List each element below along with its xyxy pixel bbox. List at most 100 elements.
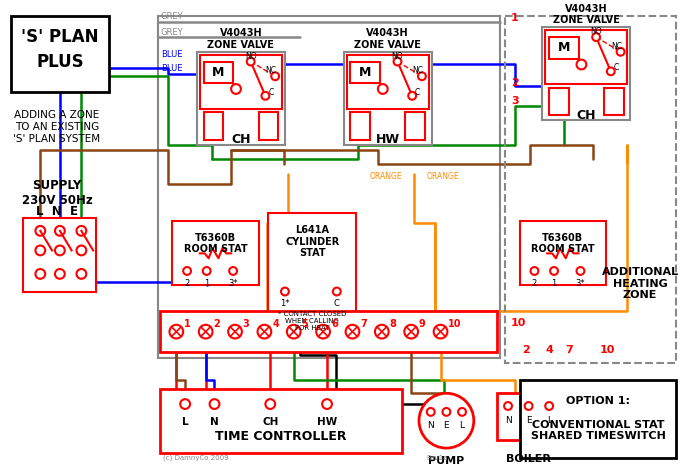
FancyBboxPatch shape [520,221,606,285]
Circle shape [170,325,183,338]
Circle shape [378,84,388,94]
Text: BLUE: BLUE [161,50,182,58]
Text: E: E [444,421,449,430]
Text: E: E [526,416,531,425]
FancyBboxPatch shape [200,55,282,109]
Text: 1: 1 [551,279,557,288]
Circle shape [55,269,65,279]
Circle shape [346,325,359,338]
Circle shape [393,58,402,66]
Text: L: L [181,417,188,427]
Text: 'S' PLAN: 'S' PLAN [21,28,99,46]
Text: NO: NO [392,51,403,61]
Circle shape [375,325,388,338]
Text: CH: CH [577,109,596,122]
Text: (c) DamnyCo 2009: (c) DamnyCo 2009 [163,455,228,461]
Circle shape [442,408,451,416]
FancyBboxPatch shape [23,218,96,292]
Circle shape [210,399,219,409]
Text: 6: 6 [331,319,337,329]
FancyBboxPatch shape [549,37,578,58]
Text: 2: 2 [532,279,537,288]
Text: V4043H
ZONE VALVE: V4043H ZONE VALVE [208,28,275,50]
Text: T6360B
ROOM STAT: T6360B ROOM STAT [531,233,595,255]
Text: GREY: GREY [161,13,184,22]
Circle shape [287,325,301,338]
Text: C: C [334,300,339,308]
Text: 4: 4 [545,345,553,355]
Circle shape [247,58,255,66]
FancyBboxPatch shape [545,30,627,84]
Text: PUMP: PUMP [428,456,464,466]
FancyBboxPatch shape [159,311,497,352]
Text: V4043H
ZONE VALVE: V4043H ZONE VALVE [553,4,620,25]
Text: M: M [359,66,371,79]
Text: 2: 2 [511,78,519,88]
FancyBboxPatch shape [268,213,356,326]
Text: 10: 10 [511,318,526,328]
Text: NO: NO [245,51,257,61]
Text: TIME CONTROLLER: TIME CONTROLLER [215,430,347,443]
Text: OPTION 1:

CONVENTIONAL STAT
SHARED TIMESWITCH: OPTION 1: CONVENTIONAL STAT SHARED TIMES… [531,396,666,441]
FancyBboxPatch shape [604,88,624,116]
FancyBboxPatch shape [204,62,233,83]
Text: 10: 10 [600,345,615,355]
Text: L  N  E: L N E [36,205,78,219]
Circle shape [419,393,474,448]
FancyBboxPatch shape [204,112,224,140]
Circle shape [77,246,86,256]
FancyBboxPatch shape [520,380,676,458]
Text: L: L [546,416,551,425]
Circle shape [257,325,271,338]
Text: 10: 10 [448,319,462,329]
Circle shape [183,267,191,275]
Text: T6360B
ROOM STAT: T6360B ROOM STAT [184,233,247,255]
Circle shape [418,73,426,80]
Circle shape [266,399,275,409]
Text: Rev1a: Rev1a [427,455,449,461]
Text: * CONTACT CLOSED
WHEN CALLING
FOR HEAT: * CONTACT CLOSED WHEN CALLING FOR HEAT [278,311,346,331]
FancyBboxPatch shape [549,88,569,116]
FancyBboxPatch shape [11,15,109,92]
Text: L: L [460,421,464,430]
Circle shape [203,267,210,275]
Circle shape [55,226,65,236]
Circle shape [531,267,538,275]
Text: 1: 1 [511,14,519,23]
Text: 3*: 3* [575,279,585,288]
Circle shape [545,402,553,410]
Text: M: M [213,66,224,79]
Text: 3: 3 [511,95,519,106]
Text: 3*: 3* [228,279,238,288]
Circle shape [77,269,86,279]
Circle shape [577,267,584,275]
Text: V4043H
ZONE VALVE: V4043H ZONE VALVE [354,28,421,50]
Circle shape [281,288,289,295]
Text: L641A
CYLINDER
STAT: L641A CYLINDER STAT [285,225,339,258]
Text: CH: CH [231,133,250,146]
Text: HW: HW [317,417,337,427]
Text: M: M [558,41,570,54]
FancyBboxPatch shape [197,52,285,145]
Text: 7: 7 [565,345,573,355]
FancyBboxPatch shape [497,393,561,440]
Circle shape [322,399,332,409]
Text: 1: 1 [184,319,191,329]
Text: 1*: 1* [280,300,290,308]
Text: N: N [210,417,219,427]
Text: 5: 5 [302,319,308,329]
Text: 8: 8 [390,319,397,329]
FancyBboxPatch shape [259,112,278,140]
Circle shape [408,92,416,100]
FancyBboxPatch shape [405,112,425,140]
Circle shape [35,269,45,279]
Circle shape [550,267,558,275]
Text: ORANGE: ORANGE [370,172,403,181]
Circle shape [231,84,241,94]
Circle shape [262,92,269,100]
Text: ADDING A ZONE
TO AN EXISTING
'S' PLAN SYSTEM: ADDING A ZONE TO AN EXISTING 'S' PLAN SY… [13,110,101,144]
Circle shape [504,402,512,410]
Text: CH: CH [262,417,279,427]
Circle shape [592,33,600,41]
Text: PLUS: PLUS [36,52,83,71]
